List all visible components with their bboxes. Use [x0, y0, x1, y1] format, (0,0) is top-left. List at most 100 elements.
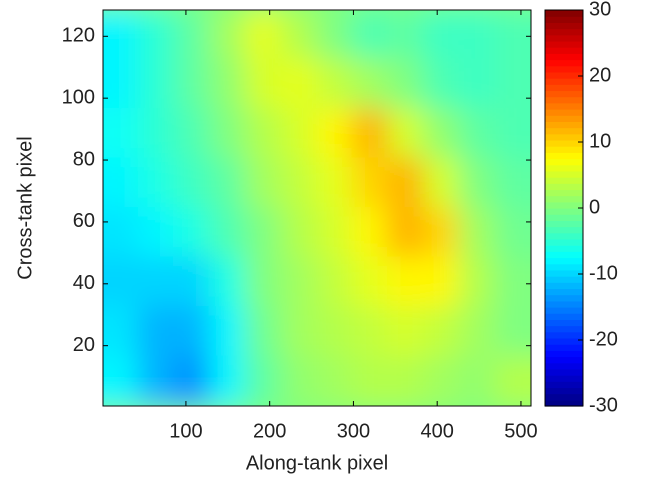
- heat-cell: [494, 10, 531, 61]
- colorbar-step: [545, 294, 583, 302]
- colorbar-step: [545, 337, 583, 345]
- colorbar-step: [545, 158, 583, 166]
- colorbar-step: [545, 152, 583, 160]
- colorbar-step: [545, 313, 583, 320]
- colorbar-step: [545, 78, 583, 85]
- y-tick-label: 120: [62, 25, 95, 47]
- heat-cell: [458, 306, 497, 358]
- y-tick-label: 100: [62, 86, 95, 108]
- colorbar-tick-label: -20: [589, 328, 618, 350]
- heat-cell: [173, 207, 211, 259]
- colorbar-step: [545, 102, 583, 110]
- colorbar-step: [545, 40, 583, 48]
- x-tick-label: 400: [421, 420, 454, 442]
- colorbar-step: [545, 288, 583, 296]
- heat-cell: [494, 306, 531, 358]
- heat-cell: [423, 306, 461, 358]
- heat-cell: [103, 108, 140, 160]
- heat-cell: [209, 256, 247, 308]
- heat-cell: [316, 108, 354, 160]
- heat-cell: [423, 207, 461, 259]
- colorbar-step: [545, 47, 583, 54]
- heat-cell: [351, 256, 390, 308]
- heat-cell: [244, 157, 283, 209]
- colorbar-step: [545, 282, 583, 290]
- colorbar-step: [545, 319, 583, 327]
- heat-cell: [494, 355, 531, 406]
- heat-cell: [458, 58, 497, 110]
- heat-cell: [423, 10, 461, 61]
- heat-cell: [458, 10, 497, 61]
- heat-cell: [494, 58, 531, 110]
- heat-cell: [173, 58, 211, 110]
- heat-cell: [494, 157, 531, 209]
- heat-cell: [280, 10, 318, 61]
- heat-cell: [316, 157, 354, 209]
- colorbar-step: [545, 170, 583, 178]
- colorbar-step: [545, 251, 583, 259]
- heat-cell: [209, 58, 247, 110]
- x-axis-label: Along-tank pixel: [246, 452, 388, 474]
- colorbar-step: [545, 177, 583, 184]
- colorbar-step: [545, 387, 583, 395]
- heat-cell: [103, 10, 140, 61]
- colorbar-step: [545, 53, 583, 61]
- heat-cell: [173, 10, 211, 61]
- heat-cell: [137, 10, 176, 61]
- colorbar-step: [545, 263, 583, 271]
- heat-cell: [137, 256, 176, 308]
- heat-cell: [244, 306, 283, 358]
- colorbar-tick-label: 30: [589, 0, 611, 20]
- colorbar-step: [545, 115, 583, 122]
- y-tick-label: 60: [73, 210, 95, 232]
- heat-cell: [103, 207, 140, 259]
- colorbar-step: [545, 368, 583, 376]
- heat-cell: [103, 306, 140, 358]
- colorbar-step: [545, 90, 583, 98]
- heat-cell: [458, 108, 497, 160]
- heat-cell: [244, 58, 283, 110]
- plot-frame: [102, 9, 532, 407]
- heat-cell: [280, 157, 318, 209]
- heat-cell: [244, 10, 283, 61]
- heat-cell: [316, 58, 354, 110]
- colorbar-tick-label: 20: [589, 64, 611, 86]
- heat-cell: [137, 355, 176, 406]
- heat-cell: [351, 10, 390, 61]
- heat-cell: [280, 58, 318, 110]
- heat-cell: [458, 355, 497, 406]
- colorbar-step: [545, 362, 583, 370]
- heat-cell: [423, 355, 461, 406]
- heat-edge-cell: [103, 356, 104, 406]
- heat-cell: [280, 256, 318, 308]
- heat-cell: [137, 306, 176, 358]
- heat-cell: [351, 157, 390, 209]
- heat-cell: [137, 207, 176, 259]
- colorbar-step: [545, 71, 583, 79]
- heat-cell: [244, 207, 283, 259]
- colorbar-step: [545, 214, 583, 221]
- colorbar-step: [545, 127, 583, 135]
- colorbar-step: [545, 350, 583, 358]
- heat-cell: [387, 355, 425, 406]
- heat-cell: [244, 355, 283, 406]
- heat-cell: [209, 108, 247, 160]
- colorbar-step: [545, 96, 583, 104]
- heat-cell: [351, 306, 390, 358]
- heat-cell: [137, 108, 176, 160]
- y-axis-label: Cross-tank pixel: [14, 136, 36, 279]
- heat-cell: [280, 306, 318, 358]
- heat-cell: [351, 355, 390, 406]
- colorbar-tick-label: -30: [589, 394, 618, 416]
- colorbar-step: [545, 276, 583, 283]
- heat-cell: [209, 10, 247, 61]
- colorbar-tick-label: 10: [589, 130, 611, 152]
- colorbar-step: [545, 189, 583, 197]
- colorbar-step: [545, 232, 583, 240]
- heat-cell: [209, 157, 247, 209]
- heat-cell: [173, 306, 211, 358]
- heat-cell: [494, 256, 531, 308]
- heat-cell: [387, 157, 425, 209]
- colorbar-tick-label: -10: [589, 262, 618, 284]
- colorbar-step: [545, 22, 583, 30]
